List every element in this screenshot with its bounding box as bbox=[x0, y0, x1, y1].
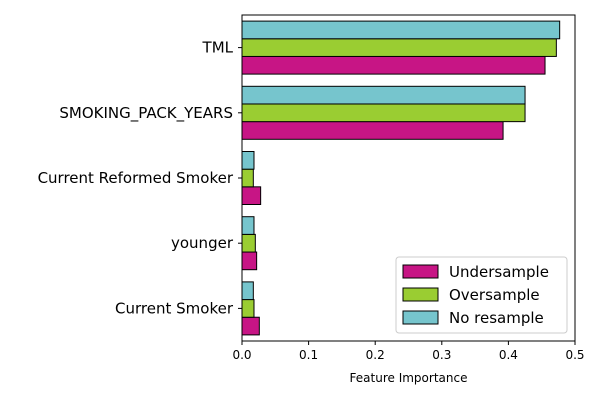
x-axis-title: Feature Importance bbox=[350, 371, 468, 385]
y-axis: TML SMOKING_PACK_YEARS Current Reformed Sm… bbox=[38, 39, 242, 317]
bar-undersample bbox=[241, 186, 262, 206]
y-tick-label: SMOKING_PACK_YEARS bbox=[59, 104, 233, 123]
x-tick-label: 0.0 bbox=[232, 348, 251, 362]
x-axis: 0.0 0.1 0.2 0.3 0.4 0.5 bbox=[232, 341, 585, 362]
legend-swatch-oversample bbox=[402, 287, 439, 302]
legend-swatch-undersample bbox=[402, 264, 439, 279]
legend: Undersample Oversample No resample bbox=[395, 256, 568, 334]
bar-no-resample bbox=[241, 216, 255, 235]
legend-box bbox=[395, 256, 568, 334]
bar-oversample bbox=[241, 38, 557, 57]
bar-no-resample bbox=[241, 151, 255, 170]
bar-oversample bbox=[241, 168, 254, 188]
bar-undersample bbox=[241, 121, 504, 140]
legend-label-no-resample: No resample bbox=[449, 309, 544, 327]
bar-oversample bbox=[241, 233, 256, 253]
y-tick-label: TML bbox=[202, 39, 234, 57]
bar-no-resample bbox=[241, 20, 561, 40]
legend-swatch-no-resample bbox=[402, 310, 439, 325]
y-tick-label: younger bbox=[171, 234, 234, 252]
bar-no-resample bbox=[241, 281, 254, 301]
bars-group bbox=[241, 20, 561, 336]
bar-undersample bbox=[241, 316, 260, 336]
x-tick-label: 0.4 bbox=[499, 348, 518, 362]
bar-undersample bbox=[241, 55, 546, 75]
bar-no-resample bbox=[241, 85, 526, 105]
x-tick-label: 0.2 bbox=[366, 348, 385, 362]
x-tick-label: 0.3 bbox=[432, 348, 451, 362]
y-tick-label: Current Smoker bbox=[115, 299, 234, 317]
x-tick-label: 0.5 bbox=[565, 348, 584, 362]
legend-label-undersample: Undersample bbox=[449, 263, 549, 281]
legend-label-oversample: Oversample bbox=[449, 286, 540, 304]
bar-oversample bbox=[241, 299, 255, 318]
bar-undersample bbox=[241, 251, 258, 271]
y-tick-label: Current Reformed Smoker bbox=[38, 169, 234, 187]
bar-oversample bbox=[241, 103, 526, 123]
x-tick-label: 0.1 bbox=[299, 348, 318, 362]
